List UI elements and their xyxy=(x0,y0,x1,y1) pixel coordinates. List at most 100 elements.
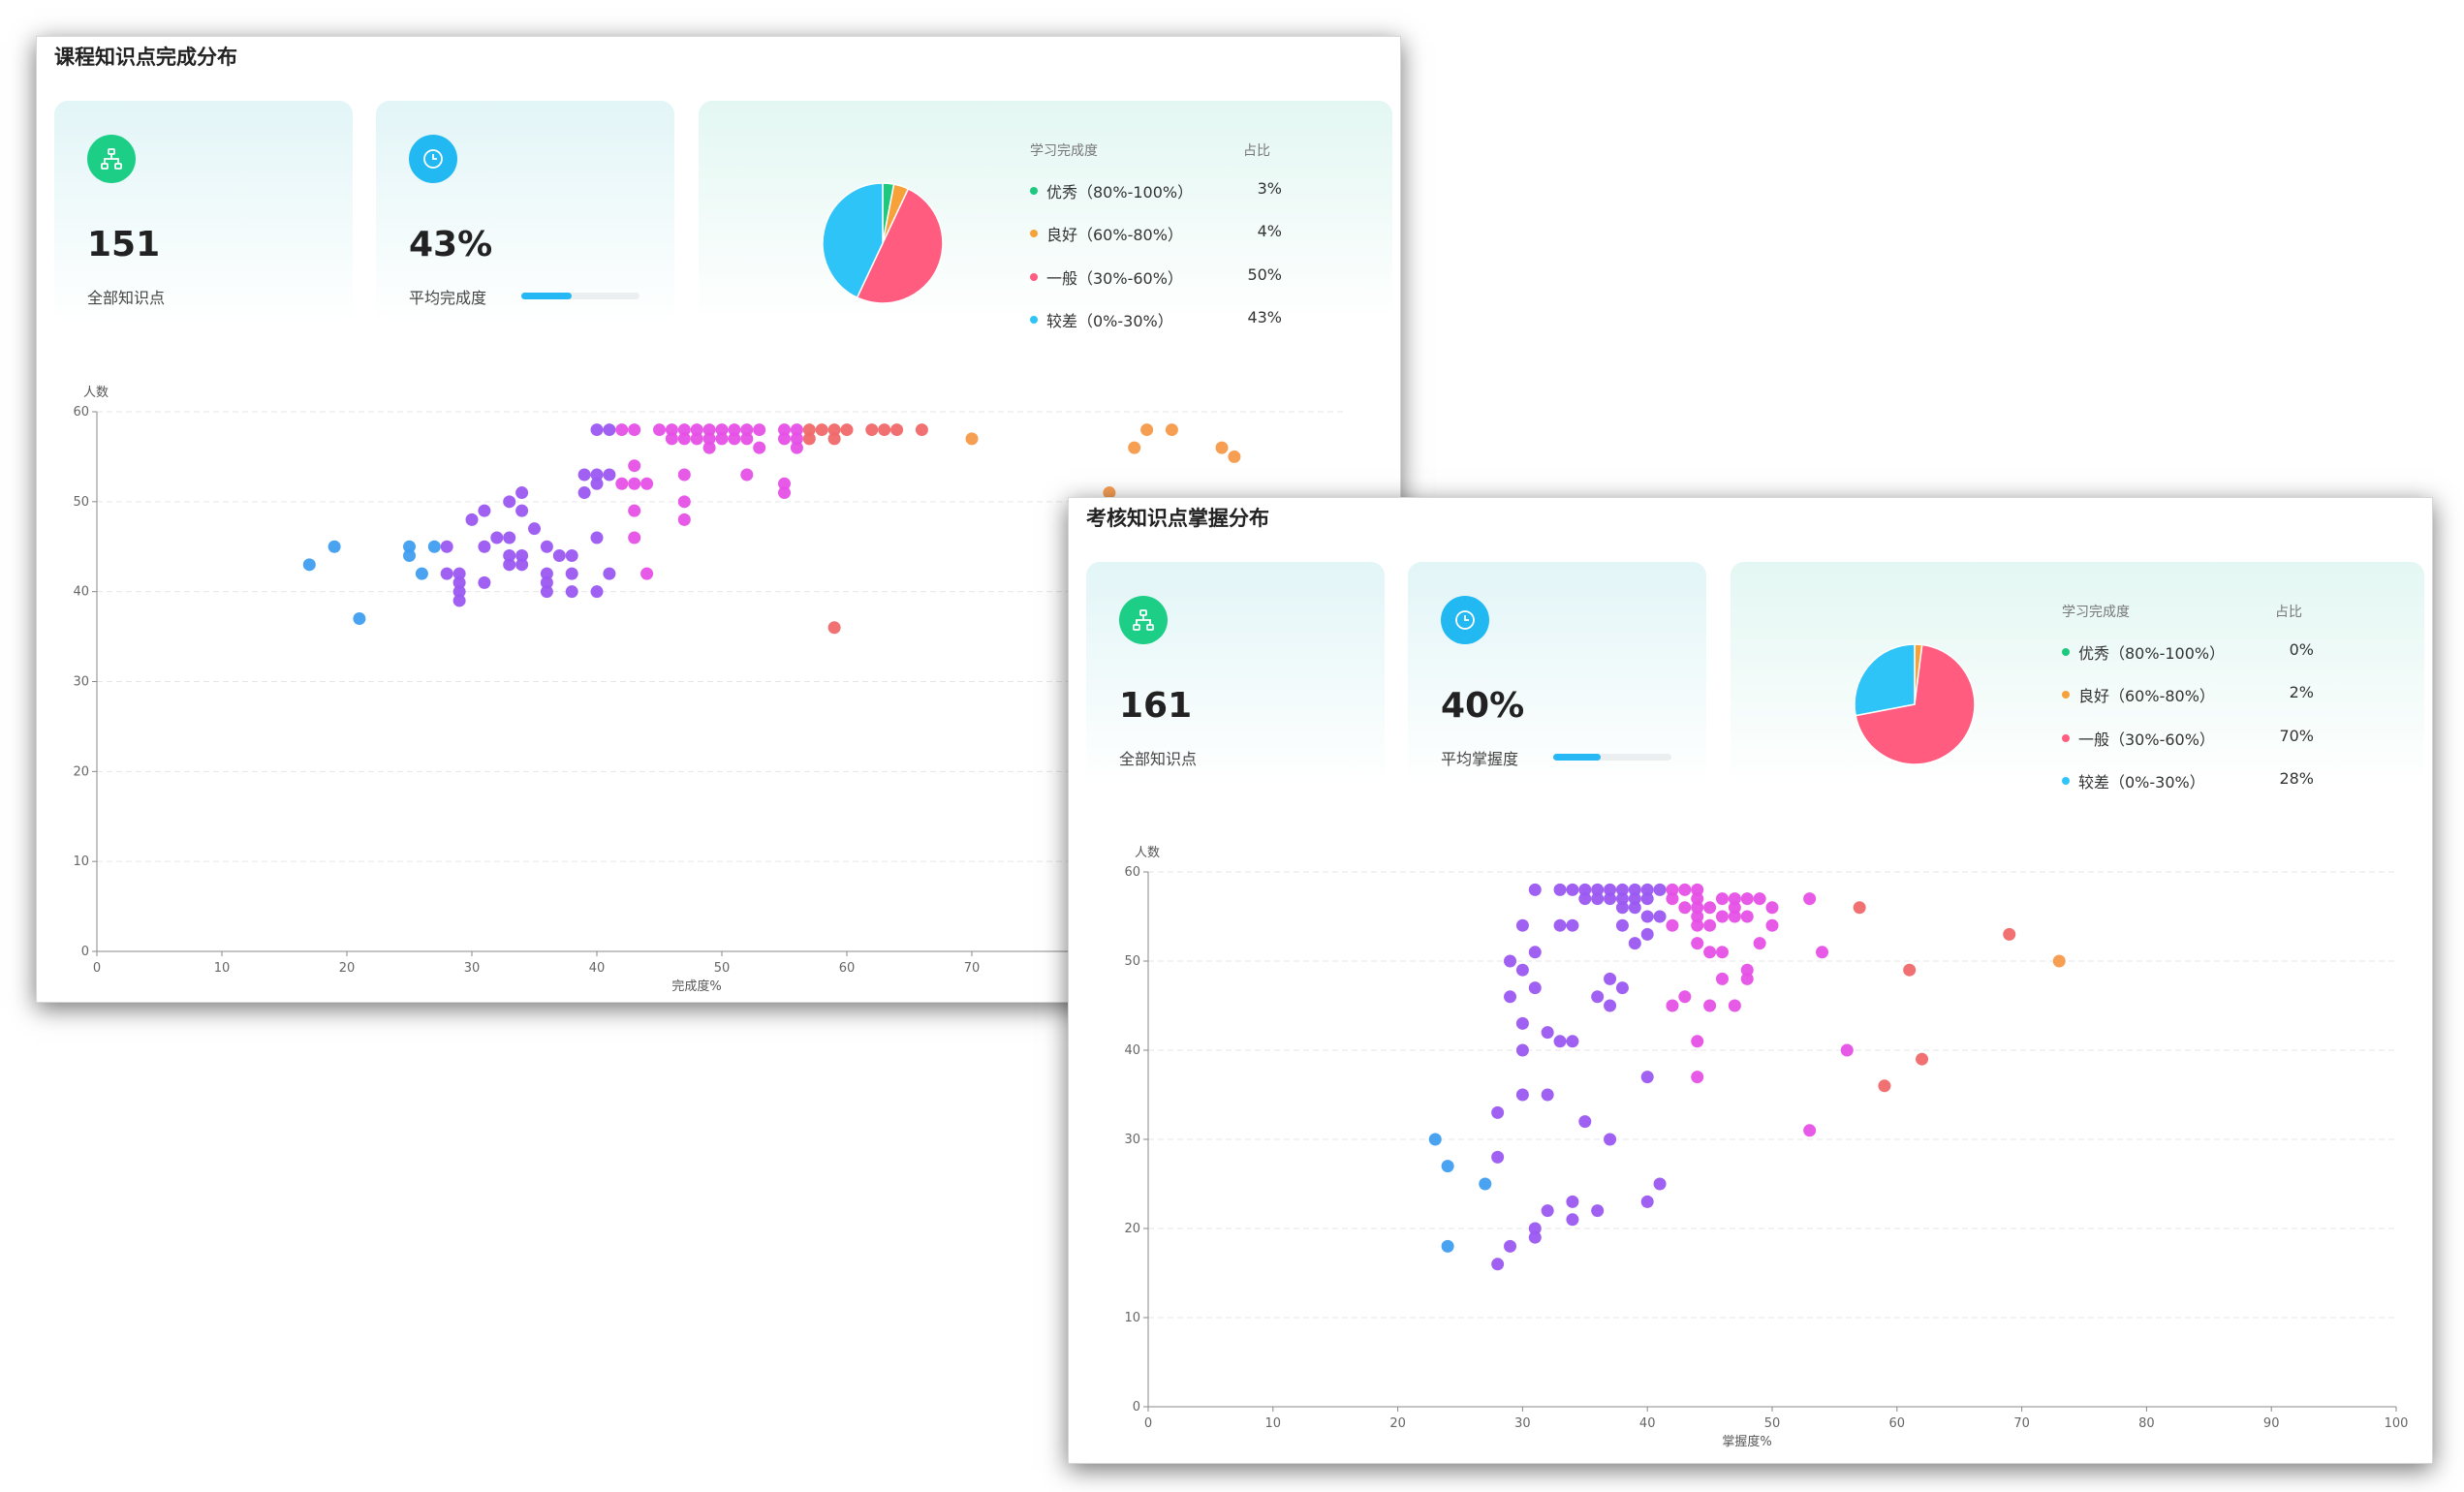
scatter-point[interactable] xyxy=(440,567,453,580)
scatter-point[interactable] xyxy=(1553,1035,1567,1048)
scatter-point[interactable] xyxy=(1528,981,1542,995)
scatter-point[interactable] xyxy=(1103,486,1116,500)
scatter-point[interactable] xyxy=(452,575,466,589)
scatter-point[interactable] xyxy=(503,495,516,509)
scatter-point[interactable] xyxy=(802,432,816,446)
scatter-point[interactable] xyxy=(1604,999,1617,1012)
scatter-point[interactable] xyxy=(1803,892,1817,906)
scatter-point[interactable] xyxy=(740,432,754,446)
scatter-point[interactable] xyxy=(1691,892,1704,906)
scatter-point[interactable] xyxy=(1691,937,1704,950)
scatter-point[interactable] xyxy=(1591,892,1605,906)
scatter-point[interactable] xyxy=(1604,883,1617,896)
scatter-point[interactable] xyxy=(1640,883,1654,896)
scatter-point[interactable] xyxy=(1653,910,1667,923)
scatter-point[interactable] xyxy=(753,423,766,437)
scatter-point[interactable] xyxy=(1715,972,1729,985)
scatter-point[interactable] xyxy=(503,549,516,563)
scatter-point[interactable] xyxy=(1165,423,1178,437)
scatter-point[interactable] xyxy=(790,423,803,437)
scatter-point[interactable] xyxy=(415,567,428,580)
scatter-point[interactable] xyxy=(1553,918,1567,932)
scatter-point[interactable] xyxy=(590,423,604,437)
scatter-point[interactable] xyxy=(1591,990,1605,1004)
scatter-point[interactable] xyxy=(1803,1124,1817,1137)
pie-slice[interactable] xyxy=(856,187,944,304)
scatter-point[interactable] xyxy=(403,540,416,553)
scatter-point[interactable] xyxy=(653,423,666,437)
scatter-point[interactable] xyxy=(1528,1222,1542,1235)
scatter-point[interactable] xyxy=(1765,901,1779,915)
scatter-point[interactable] xyxy=(1878,1079,1891,1093)
scatter-point[interactable] xyxy=(590,531,604,544)
scatter-point[interactable] xyxy=(1691,918,1704,932)
scatter-point[interactable] xyxy=(815,423,828,437)
scatter-point[interactable] xyxy=(465,513,479,526)
scatter-point[interactable] xyxy=(1653,883,1667,896)
scatter-point[interactable] xyxy=(577,468,591,482)
scatter-point[interactable] xyxy=(827,423,841,437)
scatter-point[interactable] xyxy=(1853,901,1866,915)
scatter-point[interactable] xyxy=(1491,1105,1505,1119)
scatter-point[interactable] xyxy=(2003,927,2016,941)
scatter-point[interactable] xyxy=(478,575,491,589)
scatter-point[interactable] xyxy=(1703,901,1717,915)
scatter-point[interactable] xyxy=(540,575,553,589)
scatter-point[interactable] xyxy=(478,540,491,553)
scatter-point[interactable] xyxy=(615,477,629,490)
scatter-point[interactable] xyxy=(1604,892,1617,906)
scatter-point[interactable] xyxy=(515,486,529,500)
scatter-point[interactable] xyxy=(1816,946,1829,959)
scatter-point[interactable] xyxy=(427,540,441,553)
scatter-point[interactable] xyxy=(515,549,529,563)
scatter-point[interactable] xyxy=(677,423,691,437)
scatter-point[interactable] xyxy=(790,441,803,454)
scatter-point[interactable] xyxy=(1728,892,1741,906)
scatter-point[interactable] xyxy=(1628,892,1641,906)
scatter-point[interactable] xyxy=(1578,892,1592,906)
scatter-point[interactable] xyxy=(1691,910,1704,923)
scatter-point[interactable] xyxy=(440,540,453,553)
scatter-point[interactable] xyxy=(690,432,703,446)
scatter-point[interactable] xyxy=(1678,883,1692,896)
scatter-point[interactable] xyxy=(1228,450,1241,463)
scatter-point[interactable] xyxy=(1553,883,1567,896)
scatter-point[interactable] xyxy=(640,477,654,490)
scatter-point[interactable] xyxy=(802,423,816,437)
scatter-point[interactable] xyxy=(1515,1088,1529,1102)
scatter-point[interactable] xyxy=(302,558,316,572)
scatter-point[interactable] xyxy=(452,567,466,580)
scatter-point[interactable] xyxy=(1640,910,1654,923)
scatter-point[interactable] xyxy=(665,423,678,437)
scatter-point[interactable] xyxy=(1740,892,1754,906)
scatter-point[interactable] xyxy=(1703,999,1717,1012)
scatter-point[interactable] xyxy=(1715,910,1729,923)
scatter-point[interactable] xyxy=(1728,999,1741,1012)
scatter-point[interactable] xyxy=(452,594,466,607)
scatter-point[interactable] xyxy=(778,432,791,446)
scatter-point[interactable] xyxy=(1728,901,1741,915)
scatter-point[interactable] xyxy=(1215,441,1229,454)
scatter-point[interactable] xyxy=(1566,1213,1579,1227)
scatter-point[interactable] xyxy=(1615,892,1629,906)
scatter-point[interactable] xyxy=(1541,1204,1554,1218)
scatter-point[interactable] xyxy=(603,468,616,482)
scatter-point[interactable] xyxy=(1765,918,1779,932)
scatter-point[interactable] xyxy=(740,423,754,437)
scatter-point[interactable] xyxy=(778,423,791,437)
scatter-point[interactable] xyxy=(702,423,716,437)
scatter-point[interactable] xyxy=(1504,990,1517,1004)
scatter-point[interactable] xyxy=(565,567,578,580)
scatter-point[interactable] xyxy=(1578,883,1592,896)
scatter-point[interactable] xyxy=(878,423,891,437)
scatter-point[interactable] xyxy=(665,432,678,446)
scatter-point[interactable] xyxy=(690,423,703,437)
pie-slice[interactable] xyxy=(1854,643,1916,717)
scatter-point[interactable] xyxy=(1640,1071,1654,1084)
scatter-point[interactable] xyxy=(1740,972,1754,985)
scatter-point[interactable] xyxy=(628,459,641,473)
scatter-point[interactable] xyxy=(1491,1150,1505,1164)
scatter-point[interactable] xyxy=(1515,963,1529,977)
scatter-point[interactable] xyxy=(628,423,641,437)
scatter-point[interactable] xyxy=(753,441,766,454)
